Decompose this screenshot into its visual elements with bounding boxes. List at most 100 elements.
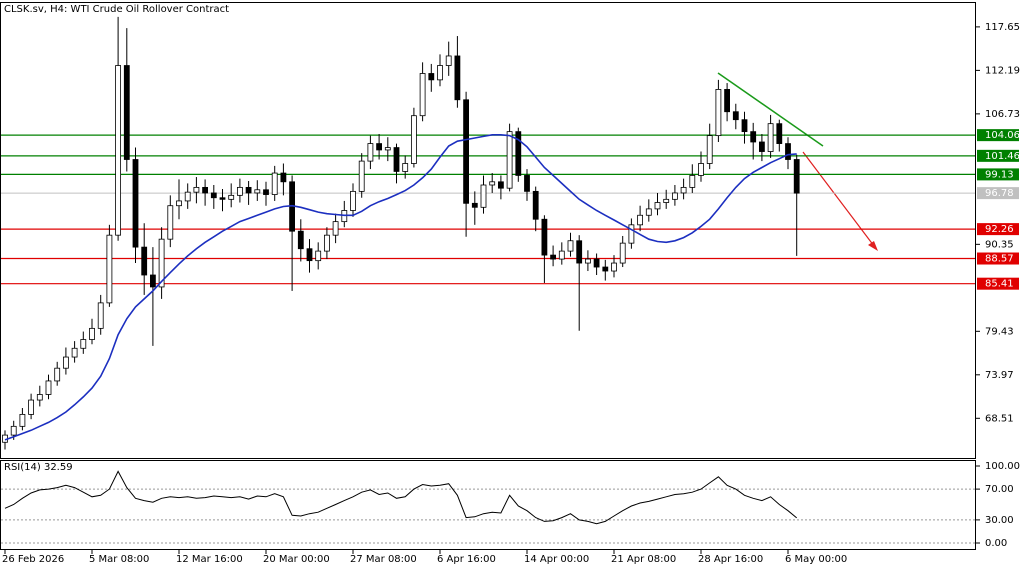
candle-body bbox=[541, 218, 548, 256]
y-tick-label: 117.65 bbox=[985, 22, 1020, 33]
candle-body bbox=[793, 159, 800, 194]
x-tick-label: 27 Mar 08:00 bbox=[350, 554, 417, 565]
candle-body bbox=[393, 147, 400, 172]
candle-body bbox=[585, 258, 591, 264]
last-price-box bbox=[977, 187, 1019, 200]
candle-body bbox=[776, 123, 783, 144]
x-tick-label: 26 Feb 2026 bbox=[2, 554, 64, 565]
candle-body bbox=[750, 131, 757, 143]
y-tick-label: 68.51 bbox=[985, 413, 1014, 424]
y-tick-label: 90.35 bbox=[985, 239, 1014, 250]
candle-body bbox=[437, 65, 443, 81]
candle-body bbox=[80, 339, 87, 349]
rsi-frame bbox=[0, 460, 976, 550]
candle-body bbox=[297, 230, 304, 250]
x-tick-label: 14 Apr 00:00 bbox=[524, 554, 589, 565]
candle-body bbox=[497, 181, 504, 189]
candle-body bbox=[741, 119, 748, 133]
candle-body bbox=[141, 246, 148, 276]
x-tick-label: 20 Mar 00:00 bbox=[263, 554, 330, 565]
forecast-arrow bbox=[802, 151, 875, 247]
rsi-label: RSI(14) 32.59 bbox=[4, 462, 73, 473]
y-tick-label: 73.97 bbox=[985, 370, 1014, 381]
candle-body bbox=[332, 221, 339, 236]
candle-body bbox=[637, 214, 643, 226]
candle-body bbox=[558, 250, 565, 260]
candle-body bbox=[445, 55, 452, 66]
candle-body bbox=[280, 172, 287, 183]
level-label: 101.46 bbox=[985, 151, 1020, 162]
rsi-line bbox=[4, 470, 798, 525]
candle-body bbox=[176, 200, 182, 207]
candle-body bbox=[132, 159, 139, 248]
candle-body bbox=[480, 184, 487, 208]
candle-body bbox=[263, 189, 269, 195]
candle-body bbox=[602, 266, 609, 272]
candle-body bbox=[228, 194, 235, 200]
candle-body bbox=[306, 248, 313, 262]
candle-body bbox=[28, 399, 35, 415]
level-box bbox=[977, 277, 1019, 290]
candle-body bbox=[184, 191, 191, 202]
candle-body bbox=[706, 135, 713, 164]
candle-body bbox=[97, 302, 104, 329]
candle-body bbox=[202, 186, 209, 194]
last-price-label: 96.78 bbox=[985, 188, 1014, 199]
candle-body bbox=[123, 65, 130, 160]
rsi-tick-label: 0.00 bbox=[985, 538, 1007, 549]
candle-body bbox=[698, 163, 704, 176]
y-tick-label: 79.43 bbox=[985, 326, 1014, 337]
candle-body bbox=[611, 262, 617, 272]
candle-body bbox=[167, 205, 174, 240]
candle-body bbox=[785, 143, 791, 160]
candle-body bbox=[489, 181, 496, 186]
candle-body bbox=[149, 274, 156, 288]
candle-body bbox=[19, 413, 26, 427]
level-box bbox=[977, 149, 1019, 162]
rsi-tick-label: 70.00 bbox=[985, 484, 1014, 495]
candle-body bbox=[193, 186, 200, 193]
level-box bbox=[977, 168, 1019, 181]
trend-line bbox=[717, 72, 824, 147]
candle-body bbox=[524, 175, 530, 192]
x-tick-label: 21 Apr 08:00 bbox=[611, 554, 676, 565]
candle-body bbox=[63, 356, 69, 369]
candle-body bbox=[115, 65, 121, 236]
candle-body bbox=[759, 141, 765, 152]
candle-body bbox=[689, 175, 696, 188]
candle-body bbox=[106, 234, 113, 304]
candle-body bbox=[271, 172, 278, 195]
level-label: 88.57 bbox=[985, 254, 1014, 265]
x-tick-label: 28 Apr 16:00 bbox=[698, 554, 763, 565]
x-tick-label: 6 May 00:00 bbox=[785, 554, 847, 565]
candle-body bbox=[410, 115, 417, 164]
candle-body bbox=[419, 73, 426, 117]
level-label: 99.13 bbox=[985, 169, 1014, 180]
x-tick-label: 5 Mar 08:00 bbox=[89, 554, 149, 565]
candle-body bbox=[663, 198, 670, 203]
chart-title: CLSK.sv, H4: WTI Crude Oil Rollover Cont… bbox=[4, 4, 229, 15]
candle-body bbox=[515, 131, 522, 176]
candle-body bbox=[471, 202, 478, 208]
level-box bbox=[977, 129, 1019, 142]
level-box bbox=[977, 223, 1019, 236]
candle-body bbox=[10, 425, 17, 436]
candle-body bbox=[715, 89, 722, 137]
candle-body bbox=[532, 190, 539, 220]
candle-body bbox=[645, 208, 652, 216]
candle-body bbox=[506, 131, 513, 189]
candle-body bbox=[358, 160, 365, 192]
x-tick-label: 6 Apr 16:00 bbox=[437, 554, 496, 565]
candle-body bbox=[45, 380, 52, 395]
x-tick-label: 12 Mar 16:00 bbox=[176, 554, 243, 565]
candle-body bbox=[593, 258, 600, 268]
candle-body bbox=[576, 240, 583, 264]
y-tick-label: 106.73 bbox=[985, 109, 1020, 120]
candle-body bbox=[219, 197, 226, 200]
candle-body bbox=[54, 367, 61, 382]
candle-body bbox=[428, 73, 435, 81]
candle-body bbox=[619, 242, 626, 264]
candle-body bbox=[550, 254, 556, 260]
candle-body bbox=[376, 143, 383, 151]
